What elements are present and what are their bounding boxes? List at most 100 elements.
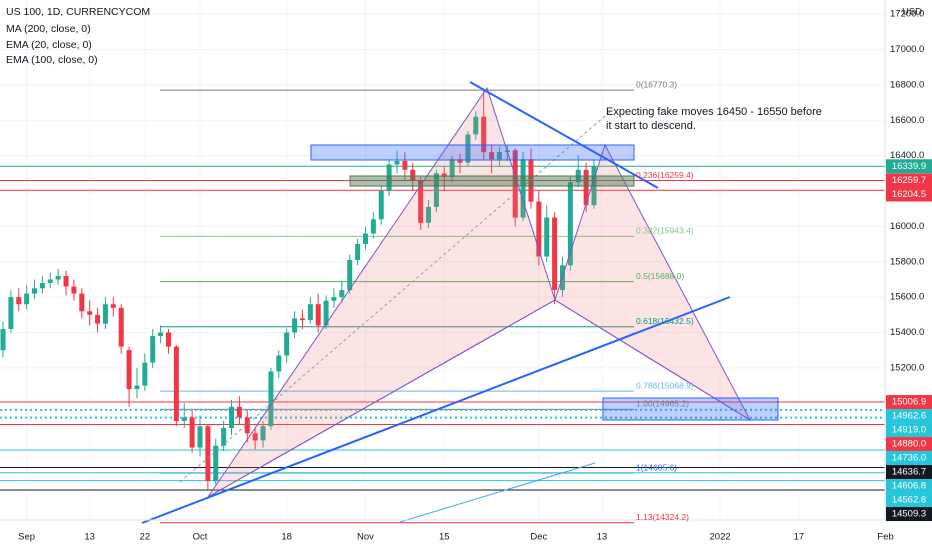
candle-body [496, 152, 502, 160]
candle-body [79, 293, 85, 312]
x-tick-label: 17 [794, 532, 805, 543]
price-tag [886, 187, 932, 202]
price-tag [886, 493, 932, 508]
candle-body [418, 180, 424, 223]
candle-body [481, 116, 487, 153]
candle-body [221, 428, 227, 446]
price-tag-label: 14636.7 [892, 467, 926, 478]
candle-body [181, 417, 187, 421]
candle-body [426, 206, 432, 223]
candle-body [394, 160, 400, 165]
resistance-zone [310, 144, 635, 161]
upper-trendline [469, 81, 659, 189]
candle-body [331, 297, 337, 301]
candle-body [355, 244, 361, 260]
y-unit: USD [902, 7, 922, 18]
lower-trendline [141, 296, 731, 524]
candle-body [102, 304, 108, 324]
candle-body [150, 336, 156, 363]
candle-body [189, 417, 195, 448]
candle-body [489, 152, 495, 160]
candle-body [268, 371, 274, 427]
price-tag [886, 173, 932, 188]
candle-body [536, 201, 542, 257]
candle-body [244, 417, 250, 434]
price-tag [886, 159, 932, 174]
fib-label: 0.5(15688.0) [636, 271, 684, 281]
candle-body [583, 169, 589, 206]
candle-body [386, 164, 392, 192]
y-tick-label: 17000.0 [890, 44, 924, 55]
price-tag [886, 423, 932, 438]
price-tag [886, 409, 932, 424]
fib-label: 0.236(16259.4) [636, 170, 694, 180]
candle-body [410, 169, 416, 181]
x-tick-label: Feb [877, 532, 893, 543]
candle-body [134, 385, 140, 390]
candle-body [118, 307, 124, 347]
price-tag-label: 14919.0 [892, 425, 926, 436]
fib-label: 0.618(15432.5) [636, 316, 694, 326]
x-tick-label: 2022 [710, 532, 731, 543]
indicator-label: EMA (20, close, 0) [6, 39, 92, 51]
fib-label: 1(14605.6) [636, 462, 677, 472]
y-tick-label: 16000.0 [890, 221, 924, 232]
candle-body [252, 433, 258, 441]
channel-line [399, 462, 596, 523]
candle-body [173, 346, 179, 421]
candle-body [544, 217, 550, 257]
candle-body [197, 426, 203, 448]
fib-label: 0.786(15068.9) [636, 380, 694, 390]
candle-body [24, 293, 30, 305]
price-tag-label: 14736.0 [892, 453, 926, 464]
candle-body [0, 328, 6, 351]
x-tick-label: 18 [281, 532, 292, 543]
candle-body [63, 275, 69, 287]
fib-label: 0.382(15943.4) [636, 226, 694, 236]
x-tick-label: 13 [84, 532, 95, 543]
x-tick-label: 15 [439, 532, 450, 543]
y-tick-label: 15600.0 [890, 292, 924, 303]
candle-body [362, 233, 368, 245]
candle-body [520, 159, 526, 218]
candle-body [299, 318, 305, 321]
price-tag-label: 14562.8 [892, 495, 926, 506]
candle-body [87, 311, 93, 315]
candle-body [457, 159, 463, 163]
candle-body [441, 173, 447, 177]
candle-body [32, 288, 38, 294]
fib-label: 1.00(14965.2) [636, 399, 689, 409]
price-tag-label: 14606.8 [892, 481, 926, 492]
candle-body [158, 332, 164, 337]
candle-body [142, 362, 148, 386]
candle-body [126, 350, 132, 390]
candle-body [260, 426, 266, 441]
candle-body [213, 445, 219, 482]
candle-body [165, 332, 171, 347]
candle-body [339, 290, 345, 298]
dashed-trend [179, 109, 613, 483]
x-tick-label: 13 [597, 532, 608, 543]
x-tick-label: Oct [193, 532, 208, 543]
price-tag [886, 437, 932, 452]
y-tick-label: 15200.0 [890, 362, 924, 373]
drawings-layer [141, 81, 779, 524]
fib-label: 0(16770.3) [636, 79, 677, 89]
price-tag-label: 16204.5 [892, 189, 926, 200]
y-tick-label: 15400.0 [890, 327, 924, 338]
price-tag [886, 507, 932, 522]
price-tag [886, 395, 932, 410]
y-tick-label: 17200.0 [890, 9, 924, 20]
y-tick-label: 15800.0 [890, 256, 924, 267]
candle-body [378, 191, 384, 220]
fib-zone [349, 175, 635, 187]
candle-body [236, 406, 242, 418]
candle-body [284, 332, 290, 356]
candle-body [276, 355, 282, 372]
candle-body [465, 134, 471, 163]
x-tick-label: Sep [18, 532, 35, 543]
candle-body [55, 275, 61, 280]
candle-body [402, 160, 408, 170]
candle-body [205, 426, 211, 482]
